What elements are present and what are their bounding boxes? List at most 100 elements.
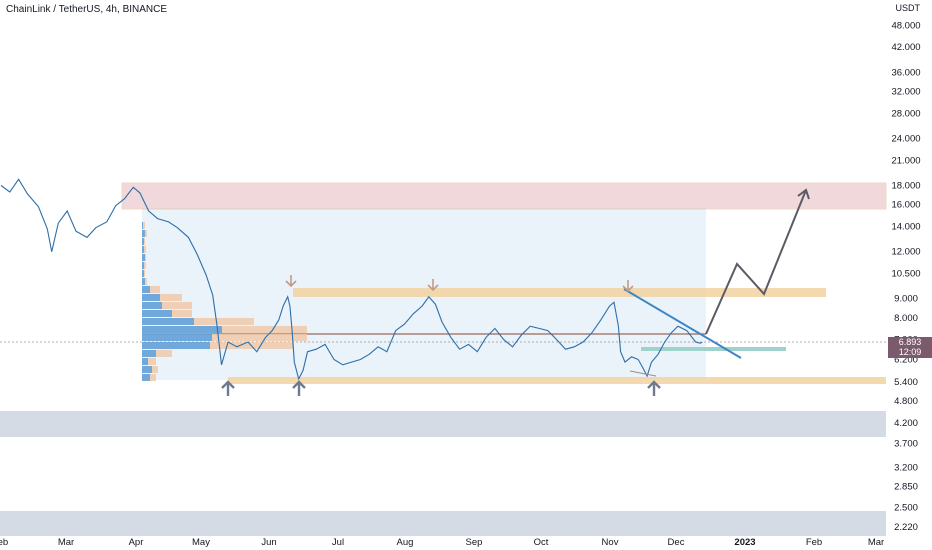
profile-buy-bar (142, 278, 145, 285)
profile-sell-bar (156, 350, 172, 357)
profile-buy-bar (142, 374, 150, 381)
y-tick-label: 5.400 (894, 377, 918, 388)
price-line (0, 178, 703, 381)
exchange-label: BINANCE (122, 4, 168, 15)
x-tick-label: Apr (129, 537, 144, 548)
y-tick-label: 24.000 (891, 134, 920, 145)
up-arrow-jun (292, 380, 306, 396)
y-tick-label: 28.000 (891, 108, 920, 119)
y-tick-label: 48.000 (891, 20, 920, 31)
profile-sell-bar (148, 358, 156, 365)
y-tick-label: 12.000 (891, 247, 920, 258)
profile-buy-bar (142, 358, 148, 365)
gray-band-bottom (0, 511, 886, 536)
profile-sell-bar (144, 270, 145, 277)
y-tick-label: 14.000 (891, 222, 920, 233)
profile-buy-bar (142, 318, 194, 325)
profile-buy-bar (142, 270, 144, 277)
forecast-arrowhead (797, 188, 810, 200)
upper-range-band (293, 288, 826, 297)
profile-buy-bar (142, 366, 152, 373)
descending-trendline (623, 288, 742, 359)
y-tick-label: 4.800 (894, 396, 918, 407)
x-tick-label: Jul (332, 537, 344, 548)
lower-range-band (228, 377, 886, 384)
horizontal-bands (0, 411, 886, 536)
y-tick-label: 4.200 (894, 418, 918, 429)
x-tick-label: 2023 (734, 537, 755, 548)
candle-countdown-badge: 12:09 (888, 347, 932, 358)
up-arrow-may (221, 380, 235, 396)
y-tick-label: 10.500 (891, 269, 920, 280)
gray-band-lower (0, 411, 886, 437)
y-tick-label: 8.000 (894, 313, 918, 324)
resistance-zone (121, 182, 887, 210)
profile-sell-bar (150, 286, 160, 293)
profile-sell-bar (150, 374, 156, 381)
interval-label: 4h (105, 4, 117, 15)
x-tick-label: Sep (466, 537, 483, 548)
current-price-badge: 6.893 (888, 337, 932, 348)
down-arrow-aug (427, 279, 439, 292)
y-tick-label: 16.000 (891, 200, 920, 211)
x-tick-label: Mar (58, 537, 74, 548)
profile-sell-bar (145, 254, 146, 261)
profile-sell-bar (194, 318, 254, 325)
x-tick-label: Mar (868, 537, 884, 548)
wedge-bottom-line (629, 370, 657, 377)
profile-buy-bar (142, 302, 162, 309)
profile-buy-bar (142, 246, 144, 253)
y-tick-label: 6.200 (894, 355, 918, 366)
x-tick-label: Aug (397, 537, 414, 548)
y-tick-label: 9.000 (894, 294, 918, 305)
profile-buy-bar (142, 310, 172, 317)
chart-title: ChainLink / TetherUS, 4h, BINANCE (6, 4, 168, 15)
x-tick-label: Oct (534, 537, 549, 548)
y-tick-label: 32.000 (891, 87, 920, 98)
y-tick-label: 2.850 (894, 481, 918, 492)
profile-sell-bar (145, 230, 147, 237)
range-drawings (0, 182, 887, 384)
y-tick-label: 36.000 (891, 67, 920, 78)
y-tick-label: 42.000 (891, 42, 920, 53)
profile-sell-bar (145, 278, 147, 285)
x-tick-label: Feb (806, 537, 822, 548)
symbol-name: ChainLink / TetherUS (6, 4, 101, 15)
profile-sell-bar (212, 334, 307, 341)
profile-sell-bar (210, 342, 294, 349)
annotations (221, 188, 810, 396)
y-tick-label: 3.200 (894, 462, 918, 473)
profile-sell-bar (144, 238, 145, 245)
y-tick-label: 3.700 (894, 439, 918, 450)
y-axis: 48.000 42.000 36.000 32.000 28.000 24.000 21.0… (891, 20, 920, 533)
x-tick-label: Jun (261, 537, 276, 548)
x-axis: Feb Mar Apr May Jun Jul Aug Sep Oct Nov Dec 2023 Feb… (0, 537, 884, 548)
price-series (0, 178, 703, 381)
x-tick-label: May (192, 537, 210, 548)
profile-buy-bar (142, 326, 222, 333)
y-tick-label: 21.000 (891, 155, 920, 166)
profile-buy-bar (142, 238, 144, 245)
profile-buy-bar (142, 334, 212, 341)
profile-buy-bar (142, 222, 143, 229)
down-arrow-jun (285, 275, 297, 288)
x-tick-label: Dec (668, 537, 685, 548)
volume-profile (142, 222, 307, 381)
down-arrow-nov (622, 280, 634, 293)
profile-sell-bar (144, 262, 146, 269)
profile-buy-bar (142, 262, 144, 269)
y-tick-label: 2.220 (894, 522, 918, 533)
profile-sell-bar (222, 326, 307, 333)
profile-sell-bar (172, 310, 192, 317)
forecast-path (705, 189, 807, 335)
x-tick-label: Feb (0, 537, 8, 548)
teal-support-band (641, 347, 786, 351)
y-tick-label: 2.500 (894, 503, 918, 514)
profile-buy-bar (142, 230, 145, 237)
up-arrow-nov (647, 380, 661, 396)
profile-buy-bar (142, 286, 150, 293)
profile-buy-bar (142, 254, 145, 261)
profile-sell-bar (152, 366, 158, 373)
profile-sell-bar (144, 246, 146, 253)
